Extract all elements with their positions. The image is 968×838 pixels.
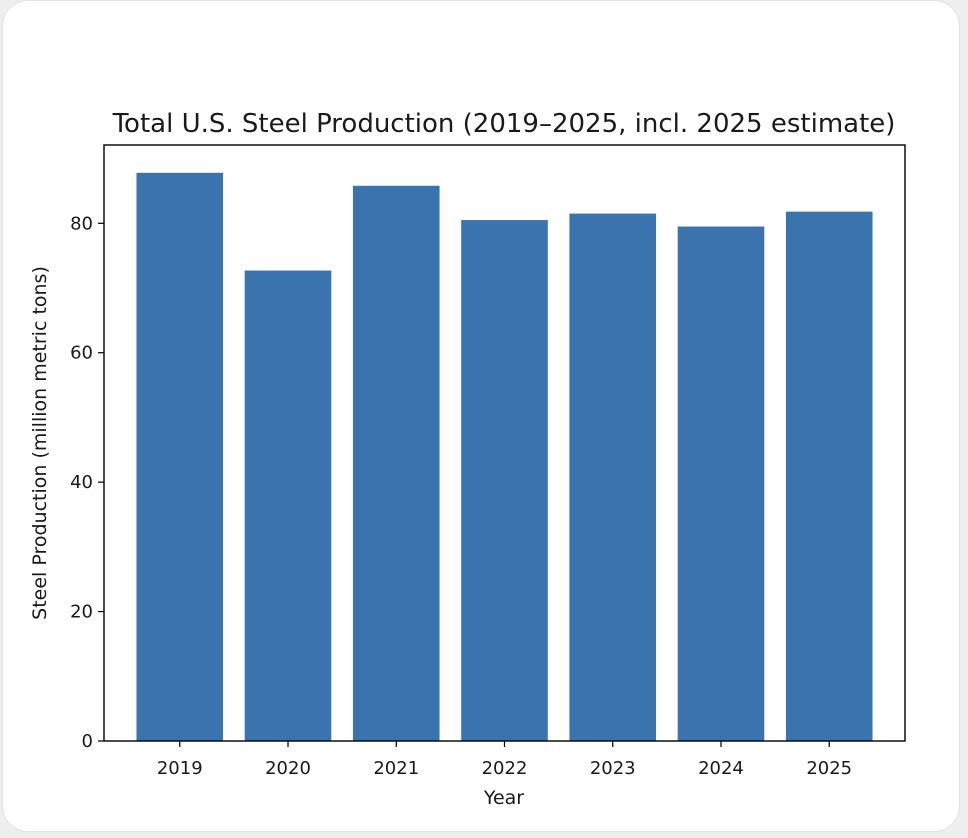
bar-2019 [136,172,224,741]
x-tick-label: 2021 [373,758,419,779]
y-tick-label: 60 [70,343,93,364]
y-axis-label: Steel Production (million metric tons) [29,266,51,620]
y-tick-label: 20 [70,602,93,623]
y-tick-label: 0 [82,731,93,752]
bar-2025 [785,211,873,742]
x-tick-label: 2022 [482,758,528,779]
plot-frame [103,144,906,742]
bar-2023 [569,213,657,742]
x-tick-label: 2020 [265,758,311,779]
x-tick-label: 2025 [806,758,852,779]
chart-title: Total U.S. Steel Production (2019–2025, … [112,109,896,139]
y-tick-label: 80 [70,213,93,234]
bar-2024 [677,226,765,741]
bar-2021 [352,185,440,741]
x-axis-label: Year [483,787,524,809]
y-tick-label: 40 [70,472,93,493]
bar-2022 [461,220,548,742]
bar-2020 [244,270,332,741]
x-tick-label: 2023 [590,758,636,779]
x-tick-label: 2019 [157,758,203,779]
bars-group [136,172,873,742]
x-axis-ticks: 2019 2020 2021 2022 2023 2024 2025 [157,741,852,779]
y-axis-ticks: 0 20 40 60 80 [70,213,104,752]
x-tick-label: 2024 [698,758,744,779]
